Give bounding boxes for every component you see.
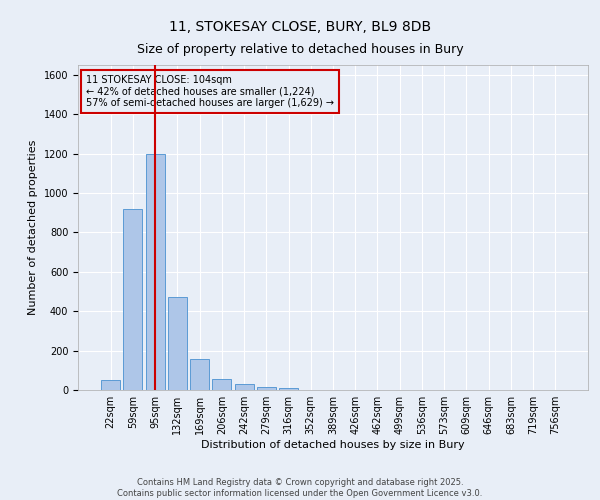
Bar bbox=[101, 380, 120, 390]
Bar bbox=[235, 384, 254, 390]
Bar bbox=[168, 298, 187, 390]
Bar bbox=[190, 360, 209, 390]
Text: Contains HM Land Registry data © Crown copyright and database right 2025.
Contai: Contains HM Land Registry data © Crown c… bbox=[118, 478, 482, 498]
Bar bbox=[279, 388, 298, 390]
X-axis label: Distribution of detached houses by size in Bury: Distribution of detached houses by size … bbox=[201, 440, 465, 450]
Text: Size of property relative to detached houses in Bury: Size of property relative to detached ho… bbox=[137, 42, 463, 56]
Bar bbox=[124, 209, 142, 390]
Bar bbox=[146, 154, 164, 390]
Bar bbox=[212, 379, 231, 390]
Text: 11 STOKESAY CLOSE: 104sqm
← 42% of detached houses are smaller (1,224)
57% of se: 11 STOKESAY CLOSE: 104sqm ← 42% of detac… bbox=[86, 74, 334, 108]
Y-axis label: Number of detached properties: Number of detached properties bbox=[28, 140, 38, 315]
Bar bbox=[257, 387, 276, 390]
Text: 11, STOKESAY CLOSE, BURY, BL9 8DB: 11, STOKESAY CLOSE, BURY, BL9 8DB bbox=[169, 20, 431, 34]
